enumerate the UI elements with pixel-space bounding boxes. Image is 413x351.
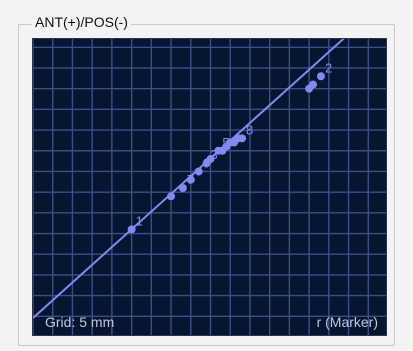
scatter-plot-panel: 1763582 Grid: 5 mm r (Marker) — [32, 38, 387, 336]
marker-point — [309, 80, 318, 89]
marker-label: 3 — [211, 147, 218, 162]
marker-point — [178, 184, 187, 192]
marker-label: 1 — [136, 213, 143, 228]
scatter-plot-svg: 1763582 — [33, 39, 386, 335]
marker-point — [167, 192, 176, 201]
groupbox-title: ANT(+)/POS(-) — [32, 13, 131, 31]
grid-size-caption: Grid: 5 mm — [45, 314, 115, 330]
marker-label: 8 — [246, 122, 253, 137]
marker-label: 5 — [222, 135, 229, 150]
plot-grid — [33, 39, 386, 335]
marker-point — [316, 72, 325, 81]
marker-point — [127, 225, 136, 234]
marker-label: 2 — [325, 60, 332, 75]
marker-point — [238, 134, 247, 143]
marker-caption: r (Marker) — [316, 314, 378, 330]
marker-point — [186, 175, 195, 184]
marker-point — [194, 167, 203, 176]
marker-group: 1763582 — [127, 60, 332, 234]
marker-point — [206, 155, 215, 164]
